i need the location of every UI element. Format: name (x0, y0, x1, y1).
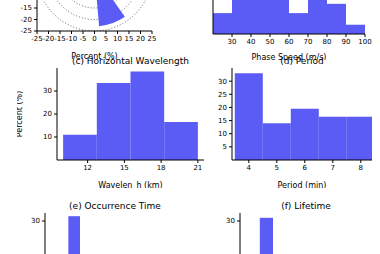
html-text:(c) Horizontal Wavelength: (c) Horizontal Wavelength (72, 56, 189, 66)
svg-text:12: 12 (83, 164, 92, 172)
svg-text:20: 20 (43, 110, 52, 118)
svg-text:40: 40 (247, 38, 256, 46)
svg-text:80: 80 (323, 38, 332, 46)
svg-text:4: 4 (247, 164, 252, 172)
svg-text:5: 5 (223, 143, 227, 151)
svg-text:50: 50 (266, 38, 275, 46)
svg-text:10: 10 (218, 130, 227, 138)
svg-text:8: 8 (359, 164, 363, 172)
svg-text:-25: -25 (31, 35, 42, 43)
svg-text:10: 10 (113, 35, 122, 43)
svg-text:10: 10 (43, 133, 52, 141)
svg-text:Period (min): Period (min) (278, 181, 327, 188)
svg-text:20: 20 (218, 104, 227, 112)
svg-text:7: 7 (331, 164, 335, 172)
svg-text:70: 70 (304, 38, 313, 46)
svg-text:30: 30 (226, 217, 235, 225)
svg-text:-20: -20 (43, 35, 54, 43)
svg-text:25: 25 (148, 35, 157, 43)
svg-text:6: 6 (303, 164, 308, 172)
svg-text:15: 15 (120, 164, 129, 172)
html-text:(e) Occurrence Time: (e) Occurrence Time (69, 201, 161, 211)
svg-text:Wavelen_h (km): Wavelen_h (km) (98, 181, 162, 188)
svg-text:-20: -20 (21, 16, 32, 24)
svg-text:20: 20 (136, 35, 145, 43)
svg-text:30: 30 (43, 87, 52, 95)
svg-text:-5: -5 (80, 35, 87, 43)
svg-text:15: 15 (218, 117, 227, 125)
svg-text:25: 25 (218, 91, 227, 99)
html-text:(d) Period: (d) Period (280, 56, 324, 66)
svg-text:100: 100 (358, 38, 371, 46)
svg-text:30: 30 (31, 217, 40, 225)
svg-text:5: 5 (104, 35, 108, 43)
svg-text:30: 30 (228, 38, 237, 46)
svg-text:0: 0 (92, 35, 96, 43)
svg-text:-15: -15 (54, 35, 65, 43)
svg-text:-10: -10 (66, 35, 77, 43)
svg-text:5: 5 (275, 164, 279, 172)
svg-text:15: 15 (125, 35, 134, 43)
svg-text:60: 60 (285, 38, 294, 46)
svg-text:18: 18 (157, 164, 166, 172)
svg-text:-25: -25 (21, 27, 32, 35)
svg-text:30: 30 (218, 78, 227, 86)
html-text:(f) Lifetime: (f) Lifetime (281, 201, 331, 211)
svg-text:-15: -15 (21, 4, 32, 12)
svg-text:21: 21 (193, 164, 202, 172)
svg-text:Percent (%): Percent (%) (17, 91, 24, 138)
svg-text:90: 90 (342, 38, 351, 46)
